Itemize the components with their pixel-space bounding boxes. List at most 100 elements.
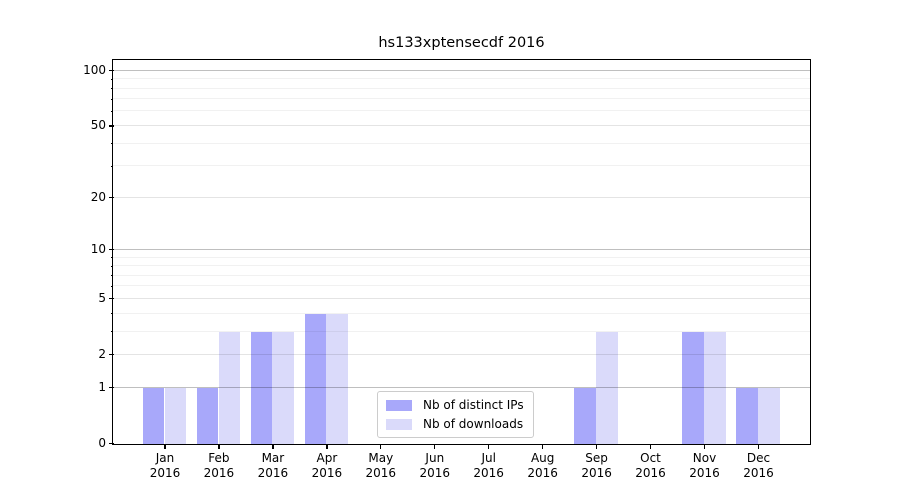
gridline-minor-4 [113,312,810,314]
gridline-20 [113,196,810,198]
legend: Nb of distinct IPs Nb of downloads [377,391,534,438]
bar-nov-nb-of-downloads [704,332,726,444]
x-tick-label-oct: Oct 2016 [619,451,683,482]
legend-row-nb-of-distinct-ips: Nb of distinct IPs [386,398,524,412]
x-tickmark-dec [757,444,760,449]
x-tick-month: Mar [261,450,285,465]
x-tick-month: Dec [746,450,771,465]
y-tick-label-5: 5 [98,291,106,306]
bars-layer [113,60,810,444]
x-tick-month: Jul [481,450,496,465]
gridline-100 [113,69,810,71]
x-tick-label-mar: Mar 2016 [241,451,305,482]
gridline-minor-8 [113,265,810,266]
x-tick-year: 2016 [473,466,504,480]
bar-feb-nb-of-distinct-ips [196,388,219,444]
x-tickmark-apr [326,444,328,449]
x-tickmark-may [380,444,382,449]
x-tickmark-nov [703,444,706,449]
x-tickmark-jan [164,444,166,449]
x-tick-month: Sep [585,450,608,465]
gridline-minor-40 [113,142,810,144]
x-tick-year: 2016 [311,466,343,480]
plot-area: Nb of distinct IPs Nb of downloads [112,59,811,445]
x-tickmark-aug [542,444,544,449]
grid-layer [113,60,810,444]
legend-row-nb-of-downloads: Nb of downloads [386,417,524,431]
gridline-2 [113,353,810,355]
x-tick-month: Nov [692,450,717,465]
x-tick-label-aug: Aug 2016 [511,451,575,482]
legend-label-nb-of-distinct-ips: Nb of distinct IPs [423,398,524,412]
gridline-minor-70 [113,98,810,100]
gridline-minor-9 [113,256,810,258]
y-tick-label-10: 10 [90,242,106,257]
bar-apr-nb-of-distinct-ips [304,314,327,444]
y-tick-label-50: 50 [90,118,106,133]
x-tick-month: Feb [208,450,230,465]
y-tick-label-1: 1 [98,380,106,394]
gridline-minor-90 [113,78,810,80]
x-tick-label-nov: Nov 2016 [673,451,737,482]
x-tick-year: 2016 [635,466,666,480]
x-tick-label-may: May 2016 [349,451,413,482]
x-tick-year: 2016 [203,466,235,480]
bar-sep-nb-of-distinct-ips [574,388,597,444]
bar-jan-nb-of-distinct-ips [142,388,165,444]
x-tick-month: Jan [155,450,175,465]
x-tick-month: Oct [640,450,661,465]
bar-mar-nb-of-distinct-ips [250,332,273,444]
gridline-10 [113,248,810,250]
chart-title: hs133xptensecdf 2016 [378,35,545,51]
x-tickmark-jun [434,444,436,449]
x-tick-label-jun: Jun 2016 [403,451,467,482]
x-tick-year: 2016 [149,466,181,480]
x-tick-year: 2016 [527,466,558,480]
bar-jan-nb-of-downloads [164,388,187,444]
gridline-minor-3 [113,330,810,332]
gridline-minor-30 [113,165,810,167]
x-tick-year: 2016 [581,466,612,480]
legend-patch-nb-of-downloads [386,418,412,430]
x-tickmark-oct [649,444,652,449]
bar-sep-nb-of-downloads [596,332,618,444]
gridline-minor-60 [113,110,810,112]
x-tickmark-sep [595,444,598,449]
x-tick-year: 2016 [743,466,774,480]
y-tick-label-100: 100 [83,63,106,78]
legend-label-nb-of-downloads: Nb of downloads [423,417,524,431]
x-tick-label-apr: Apr 2016 [295,451,359,482]
gridline-50 [113,124,810,126]
x-tick-month: May [368,450,394,465]
x-tick-month: Apr [316,450,338,465]
legend-patch-nb-of-distinct-ips [386,399,412,411]
x-tick-label-sep: Sep 2016 [565,451,629,482]
x-tickmark-mar [272,444,274,449]
x-tick-label-feb: Feb 2016 [187,451,251,482]
y-tick-label-2: 2 [98,347,106,362]
x-tick-label-dec: Dec 2016 [727,451,791,482]
bar-dec-nb-of-distinct-ips [736,388,758,444]
bar-nov-nb-of-distinct-ips [682,332,704,444]
gridline-1 [113,386,810,388]
gridline-5 [113,297,810,299]
x-tick-month: Jun [425,450,445,465]
x-tickmark-feb [218,444,220,449]
x-tick-label-jul: Jul 2016 [457,451,521,482]
x-tick-label-jan: Jan 2016 [133,451,197,482]
y-tick-label-0: 0 [98,436,106,450]
x-tick-year: 2016 [365,466,397,480]
x-tick-month: Aug [530,450,555,465]
gridline-minor-7 [113,274,810,276]
bar-feb-nb-of-downloads [218,332,241,444]
bar-apr-nb-of-downloads [326,314,349,444]
x-tick-year: 2016 [257,466,289,480]
x-tickmark-jul [488,444,490,449]
x-tick-year: 2016 [689,466,720,480]
gridline-minor-6 [113,285,810,287]
x-tick-year: 2016 [419,466,451,480]
y-tick-label-20: 20 [90,190,106,205]
bar-mar-nb-of-downloads [272,332,295,444]
gridline-minor-80 [113,87,810,89]
